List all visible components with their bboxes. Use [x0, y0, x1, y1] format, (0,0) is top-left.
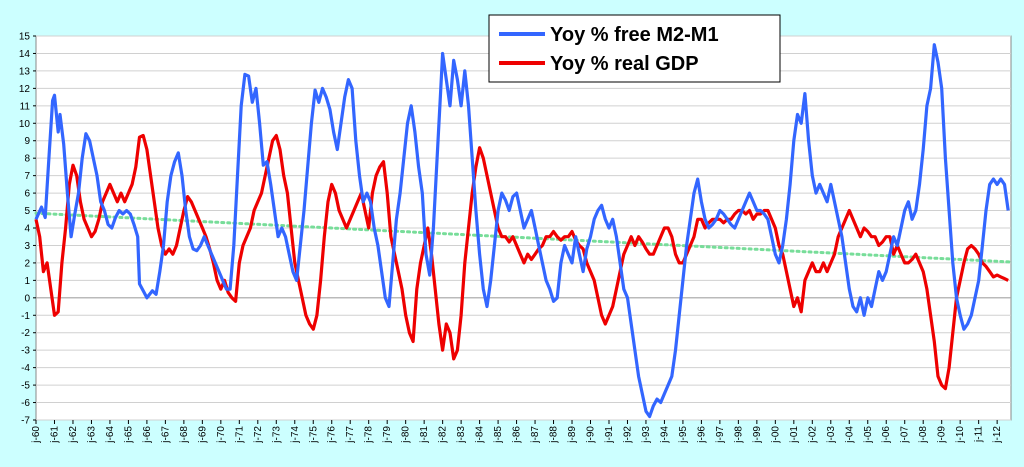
- x-tick-label: j-91: [604, 426, 615, 444]
- x-tick-label: j-64: [105, 426, 116, 444]
- x-tick-label: j-79: [382, 426, 393, 444]
- x-tick-label: j-96: [696, 426, 707, 444]
- y-tick-label: 14: [19, 49, 31, 60]
- x-tick-label: j-10: [955, 426, 966, 444]
- x-tick-label: j-73: [271, 426, 282, 444]
- y-tick-label: -6: [21, 398, 30, 409]
- x-tick-label: j-83: [456, 426, 467, 444]
- y-tick-label: -1: [21, 311, 30, 322]
- y-tick-label: -5: [21, 381, 30, 392]
- legend-label-m2m1: Yoy % free M2-M1: [550, 24, 719, 46]
- x-tick-label: j-00: [770, 426, 781, 444]
- x-tick-label: j-67: [160, 426, 171, 444]
- x-tick-label: j-82: [438, 426, 449, 444]
- y-tick-label: 7: [24, 171, 30, 182]
- x-tick-label: j-94: [659, 426, 670, 444]
- y-tick-label: 13: [19, 66, 31, 77]
- legend: Yoy % free M2-M1 Yoy % real GDP: [488, 14, 781, 83]
- x-tick-label: j-84: [475, 426, 486, 444]
- y-tick-label: 15: [19, 32, 31, 43]
- x-tick-label: j-87: [530, 426, 541, 444]
- x-tick-label: j-70: [216, 426, 227, 444]
- y-tick-label: 8: [24, 154, 30, 165]
- x-tick-label: j-60: [31, 426, 42, 444]
- x-tick-label: j-62: [68, 426, 79, 444]
- x-tick-label: j-72: [253, 426, 264, 444]
- y-tick-label: -7: [21, 416, 30, 427]
- y-tick-label: 11: [20, 101, 31, 112]
- x-tick-label: j-98: [733, 426, 744, 444]
- y-tick-label: -4: [21, 363, 30, 374]
- y-tick-label: 6: [24, 189, 30, 200]
- x-tick-label: j-85: [493, 426, 504, 444]
- x-tick-label: j-88: [549, 426, 560, 444]
- x-tick-label: j-76: [327, 426, 338, 444]
- x-tick-label: j-86: [512, 426, 523, 444]
- x-tick-label: j-68: [179, 426, 190, 444]
- x-tick-label: j-95: [678, 426, 689, 444]
- x-tick-label: j-97: [715, 426, 726, 444]
- x-tick-label: j-65: [123, 426, 134, 444]
- y-tick-label: 3: [24, 241, 30, 252]
- x-tick-label: j-92: [622, 426, 633, 444]
- x-tick-label: j-03: [826, 426, 837, 444]
- x-tick-label: j-78: [364, 426, 375, 444]
- x-tick-label: j-93: [641, 426, 652, 444]
- y-tick-label: 1: [24, 276, 30, 287]
- y-tick-label: 0: [24, 293, 30, 304]
- y-tick-label: 12: [19, 84, 31, 95]
- legend-box: [488, 14, 781, 83]
- x-tick-label: j-61: [49, 426, 60, 444]
- x-tick-label: j-81: [419, 426, 430, 444]
- x-tick-label: j-08: [918, 426, 929, 444]
- x-tick-label: j-11: [974, 426, 985, 443]
- x-tick-label: j-05: [863, 426, 874, 444]
- y-tick-label: 2: [24, 258, 30, 269]
- x-tick-label: j-06: [881, 426, 892, 444]
- y-tick-label: 5: [24, 206, 30, 217]
- series-m2m1-line: [34, 43, 1010, 419]
- x-tick-label: j-04: [844, 426, 855, 444]
- x-tick-label: j-69: [197, 426, 208, 444]
- x-tick-label: j-66: [142, 426, 153, 444]
- y-tick-label: -2: [21, 328, 30, 339]
- legend-label-gdp: Yoy % real GDP: [550, 53, 699, 75]
- y-tick-label: 10: [19, 119, 31, 130]
- x-tick-label: j-01: [789, 426, 800, 444]
- x-tick-label: j-77: [345, 426, 356, 444]
- x-tick-label: j-02: [807, 426, 818, 444]
- x-tick-label: j-90: [586, 426, 597, 444]
- x-tick-label: j-71: [234, 426, 245, 444]
- x-tick-label: j-09: [937, 426, 948, 444]
- x-tick-label: j-89: [567, 426, 578, 444]
- y-tick-label: -3: [21, 346, 30, 357]
- y-tick-label: 4: [24, 224, 30, 235]
- x-tick-label: j-99: [752, 426, 763, 444]
- x-tick-label: j-75: [308, 426, 319, 444]
- series-group: [34, 43, 1013, 419]
- series-gdp-line: [34, 133, 1009, 391]
- x-tick-label: j-63: [86, 426, 97, 444]
- x-tick-label: j-12: [992, 426, 1003, 444]
- x-axis: j-60 j-61 j-62 j-63 j-64 j-65 j-66 j-67 j-68 j-69…: [31, 420, 1003, 444]
- x-tick-label: j-74: [290, 426, 301, 444]
- x-tick-label: j-80: [401, 426, 412, 444]
- x-tick-label: j-07: [900, 426, 911, 444]
- y-tick-label: 9: [24, 136, 30, 147]
